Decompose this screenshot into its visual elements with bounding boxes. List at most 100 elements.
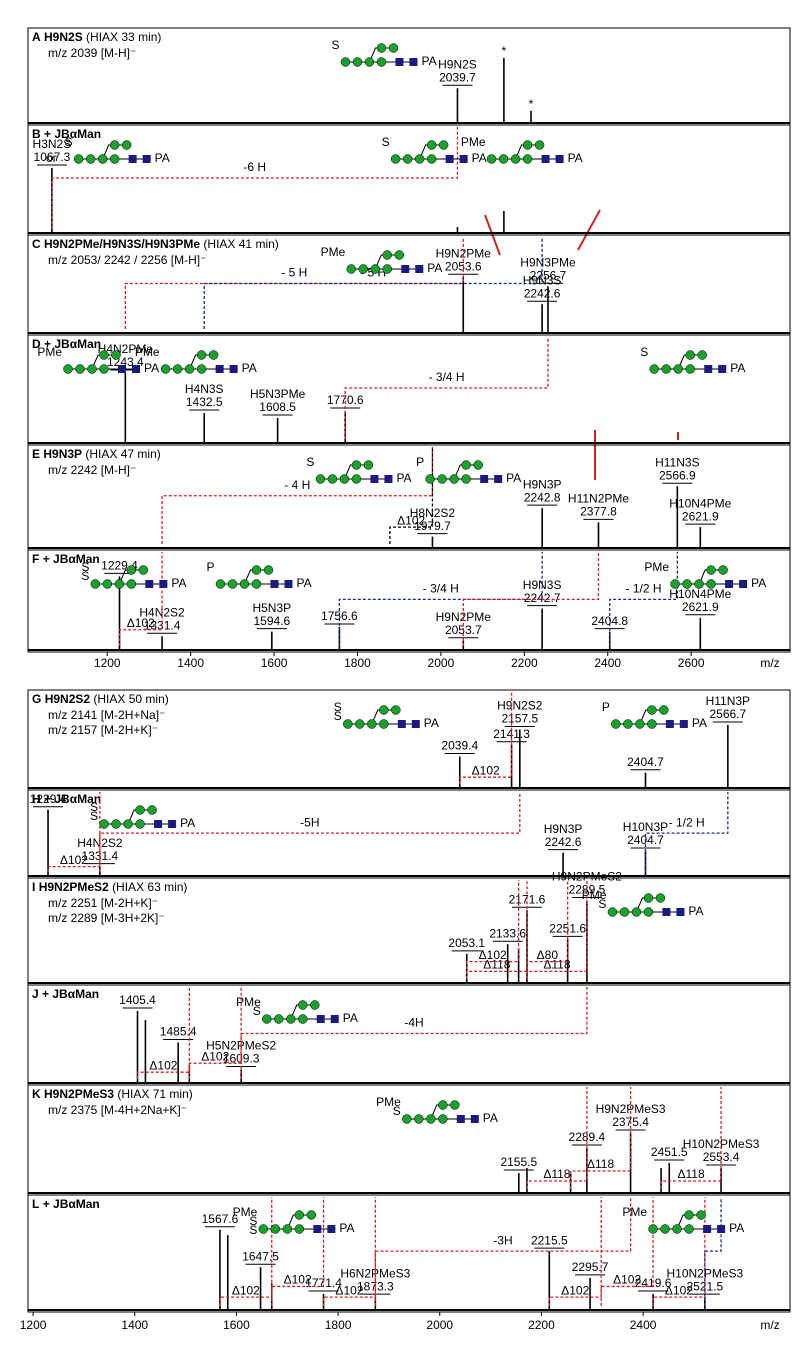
mannose [461, 460, 471, 470]
mannose [147, 805, 157, 815]
peak-name: H9N2S [438, 57, 477, 71]
glycan-mod: S [249, 1223, 257, 1237]
connector-label: - 4 H [284, 478, 310, 492]
peak-mz-label: 2404.7 [627, 755, 664, 769]
mannose [437, 474, 447, 484]
mannose [251, 579, 262, 589]
glcnac [662, 908, 671, 916]
mannose [449, 474, 459, 484]
mannose [660, 1224, 670, 1234]
panel-label: L [32, 1197, 39, 1211]
peak-mz-label: 2256.7 [530, 268, 567, 282]
mannose [135, 819, 145, 829]
glcnac [541, 155, 550, 163]
panel-title: + JBαMan [44, 127, 101, 141]
mannose [282, 1224, 293, 1234]
connector-label: Δ102 [397, 513, 425, 527]
panel-header: I H9N2PMeS2 (HIAX 63 min) [32, 880, 187, 894]
connector [526, 1087, 588, 1189]
x-tick-label: 1800 [325, 1318, 352, 1332]
mannose [673, 364, 683, 374]
glcnac [411, 720, 420, 728]
panel-label: B [32, 127, 41, 141]
panel-header: A H9N2S (HIAX 33 min) [32, 30, 161, 44]
connector [240, 987, 588, 1079]
glcnac [470, 1115, 479, 1123]
panel-extra: (HIAX 63 min) [112, 880, 187, 894]
glcnac [384, 475, 393, 483]
panel-line: m/z 2039 [M-H]⁻ [48, 46, 136, 60]
mannose [90, 579, 101, 589]
mannose [486, 154, 497, 164]
connector [118, 552, 163, 646]
panel-title: + JBαMan [44, 337, 101, 351]
peak-name: H8N2S2 [410, 506, 456, 520]
x-tick-label: 2400 [630, 1318, 657, 1332]
mannose [534, 140, 545, 150]
mannose [694, 579, 704, 589]
mannose [184, 364, 195, 374]
x-tick-label: 1400 [121, 1318, 148, 1332]
mannose [99, 350, 109, 360]
peak-name: H9N2PMeS3 [596, 1102, 666, 1116]
mannose [414, 1114, 424, 1124]
connector [459, 692, 513, 784]
glcnac [270, 580, 279, 588]
panel-header: L + JBαMan [32, 1197, 100, 1211]
connector-label: Δ118 [543, 1167, 570, 1181]
x-tick-label: 1600 [261, 656, 288, 670]
peak-mz-label: 2039.7 [439, 70, 476, 84]
connector [652, 1197, 706, 1306]
mannose [473, 460, 483, 470]
glcnac [409, 58, 418, 66]
connector-label: Δ102 [149, 1058, 177, 1072]
peak-mz-label: 2157.5 [501, 712, 538, 726]
mannose [382, 250, 393, 260]
panel-line: m/z 2157 [M-2H+K]⁻ [48, 723, 158, 737]
connector [51, 127, 459, 229]
glycan-mod: PMe [376, 1095, 401, 1109]
connector-label: Δ102 [613, 1273, 641, 1287]
glycan-end: PA [472, 151, 487, 165]
glycan-mod: S [249, 1214, 257, 1228]
glycan-end: PA [343, 1011, 358, 1025]
mannose [706, 579, 716, 589]
panel-title: H9N2S2 [45, 692, 91, 706]
glycan-end: PA [483, 1111, 498, 1125]
panel-title: + JBαMan [43, 552, 100, 566]
glcnac [679, 720, 688, 728]
glycan-end: PA [692, 716, 707, 730]
glcnac [132, 365, 140, 373]
peak-name: H4N2PMe [98, 342, 154, 356]
connector-label: - 5 H [281, 266, 307, 280]
connector [136, 987, 190, 1079]
connector [660, 1087, 722, 1189]
panel-line: m/z 2289 [M-3H+2K]⁻ [48, 911, 165, 925]
glcnac [717, 1225, 726, 1233]
mannose [298, 1000, 308, 1010]
mannose [340, 57, 351, 67]
mannose [351, 460, 362, 470]
glycan-mod: PMe [233, 1205, 258, 1219]
glcnac [395, 58, 404, 66]
connector-label: Δ118 [587, 1157, 614, 1171]
peak-mz-label: 1067.3 [34, 150, 71, 164]
panel-label: I [32, 880, 35, 894]
x-axis-label: m/z [760, 1318, 779, 1332]
mannose [355, 719, 365, 729]
connector [466, 880, 528, 979]
x-tick-label: 2400 [594, 656, 621, 670]
glycan-mod: PMe [582, 888, 607, 902]
mannose [315, 474, 326, 484]
mannose [306, 1210, 317, 1220]
glcnac [118, 365, 126, 373]
glycan-mod: PMe [622, 1205, 647, 1219]
glcnac [555, 155, 564, 163]
peak-name: H3N2S [33, 137, 72, 151]
glycan-mod: S [65, 135, 73, 149]
mannose [114, 579, 125, 589]
x-tick-label: 2600 [678, 656, 705, 670]
panel-line: m/z 2242 [M-H]⁻ [48, 463, 136, 477]
panel-label: E [32, 447, 40, 461]
peak-mz-label: 2133.6 [489, 926, 526, 940]
